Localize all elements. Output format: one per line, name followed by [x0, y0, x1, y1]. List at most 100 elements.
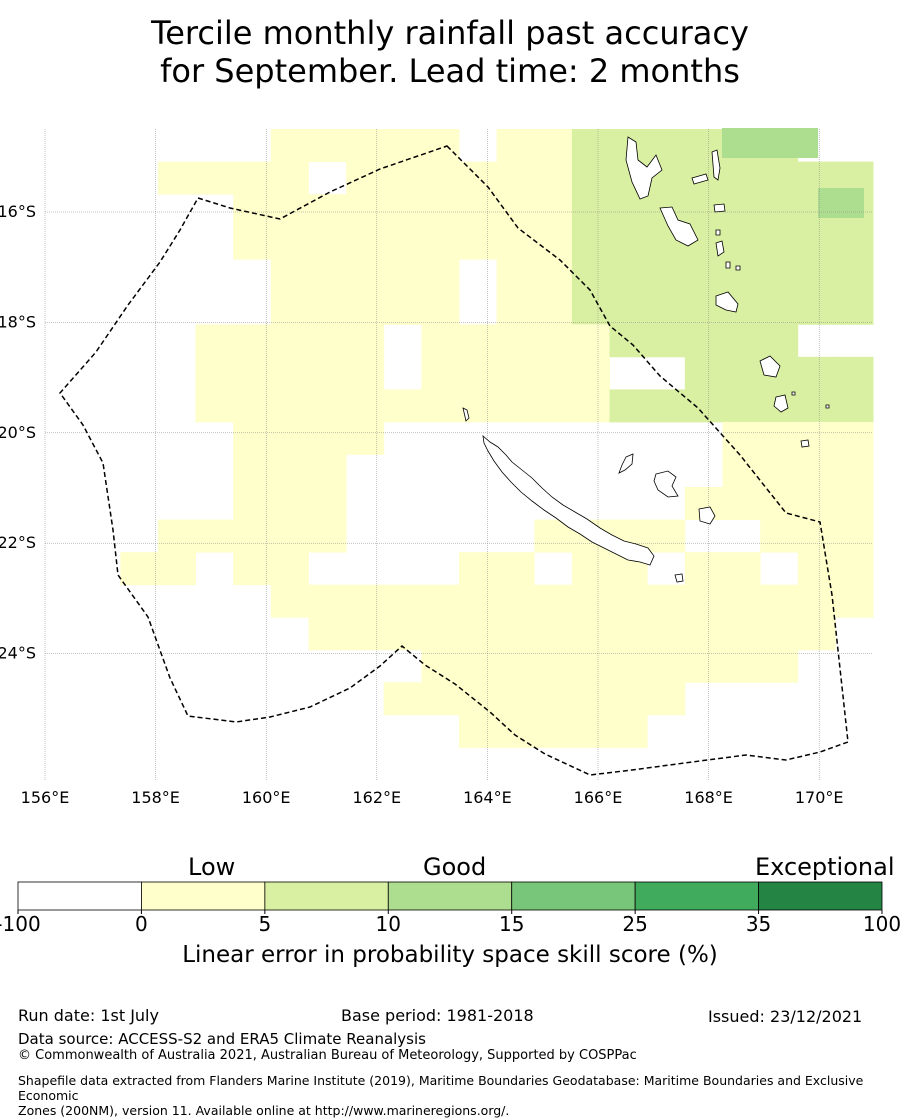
skill-cell [647, 682, 686, 716]
skill-cell [835, 389, 874, 423]
skill-cell [120, 552, 159, 586]
skill-cell [684, 649, 723, 683]
skill-cell [383, 617, 422, 651]
skill-cell [346, 226, 385, 260]
skill-cell [233, 487, 272, 520]
skill-cell [346, 161, 385, 195]
ambrym-coastline [713, 203, 726, 213]
espiritu-santo-coastline [625, 136, 663, 200]
skill-cell [233, 356, 272, 390]
skill-cell [760, 226, 799, 260]
skill-cell [722, 454, 761, 488]
skill-cell [797, 617, 836, 651]
skill-cell [383, 291, 422, 325]
skill-cell [835, 356, 874, 390]
skill-cell [684, 584, 723, 618]
skill-cell [647, 291, 686, 325]
skill-cell [647, 519, 686, 553]
skill-cell [459, 714, 498, 748]
epi-coastline [715, 240, 725, 257]
skill-cell [195, 324, 234, 358]
skill-cell [346, 421, 385, 455]
skill-cell [571, 291, 610, 325]
skill-cell [609, 194, 648, 228]
issued-date: Issued: 23/12/2021 [708, 1007, 863, 1026]
skill-cell [421, 226, 460, 260]
skill-cell [308, 617, 347, 651]
skill-cell [383, 194, 422, 228]
skill-cell [534, 324, 573, 358]
skill-cell [760, 161, 799, 195]
coastlines [462, 136, 830, 583]
skill-cell [496, 161, 535, 195]
skill-cell [459, 389, 498, 423]
small-islet-5 [791, 391, 796, 396]
skill-cell [383, 259, 422, 293]
skill-cell [571, 552, 610, 586]
skill-cell [760, 291, 799, 325]
skill-cell [797, 226, 836, 260]
loyalty-mare-coastline [698, 506, 716, 525]
skill-cell [195, 356, 234, 390]
skill-cell [647, 649, 686, 683]
longitude-tick-label: 160°E [242, 788, 291, 807]
colorbar-tick-label: 100 [862, 912, 900, 936]
skill-cell [647, 324, 686, 358]
skill-cell [383, 584, 422, 618]
skill-cell [270, 552, 309, 586]
loyalty-lifou-coastline [653, 470, 679, 498]
legend-good-label: Good [423, 853, 487, 881]
colorbar-bin [634, 881, 759, 911]
skill-cell [496, 291, 535, 325]
skill-cell [609, 617, 648, 651]
skill-cell [496, 552, 535, 586]
latitude-tick-label: 16°S [0, 202, 36, 221]
skill-cell [270, 454, 309, 488]
skill-cell [760, 519, 799, 553]
skill-cell [346, 324, 385, 358]
skill-cell [722, 421, 761, 455]
colorbar-tick-label: -100 [0, 912, 41, 936]
skill-cell-good-plus [818, 188, 864, 218]
skill-cell [571, 649, 610, 683]
latitude-tick-label: 18°S [0, 312, 36, 331]
skill-cell [383, 682, 422, 716]
skill-cell [421, 356, 460, 390]
skill-cell [270, 259, 309, 293]
map-title: Tercile monthly rainfall past accuracy f… [0, 14, 900, 90]
skill-cell [571, 324, 610, 358]
skill-cell [270, 226, 309, 260]
colorbar-bin [17, 881, 142, 911]
colorbar-tick-label: 15 [498, 912, 525, 936]
skill-cell [496, 649, 535, 683]
skill-cell [684, 259, 723, 293]
skill-cell [421, 682, 460, 716]
skill-cell [835, 454, 874, 488]
skill-cell [496, 617, 535, 651]
skill-cell [383, 226, 422, 260]
skill-cell [722, 389, 761, 423]
skill-cell [722, 617, 761, 651]
skill-cell [835, 421, 874, 455]
skill-cell [722, 356, 761, 390]
base-period: Base period: 1981-2018 [341, 1006, 534, 1025]
skill-cell [346, 356, 385, 390]
skill-cell [195, 161, 234, 195]
skill-cell [609, 682, 648, 716]
skill-cell [722, 487, 761, 520]
skill-cell [571, 617, 610, 651]
skill-cell [421, 129, 460, 162]
longitude-tick-label: 164°E [463, 788, 512, 807]
skill-cell [459, 226, 498, 260]
skill-cell [383, 161, 422, 195]
skill-cell [346, 129, 385, 162]
skill-cell [534, 356, 573, 390]
longitude-tick-label: 156°E [21, 788, 70, 807]
skill-cell [534, 682, 573, 716]
skill-cell-good-plus [722, 128, 818, 158]
skill-cell [722, 324, 761, 358]
skill-cell [270, 161, 309, 195]
skill-cell [421, 161, 460, 195]
maewo-pentecost-coastline [711, 149, 721, 181]
